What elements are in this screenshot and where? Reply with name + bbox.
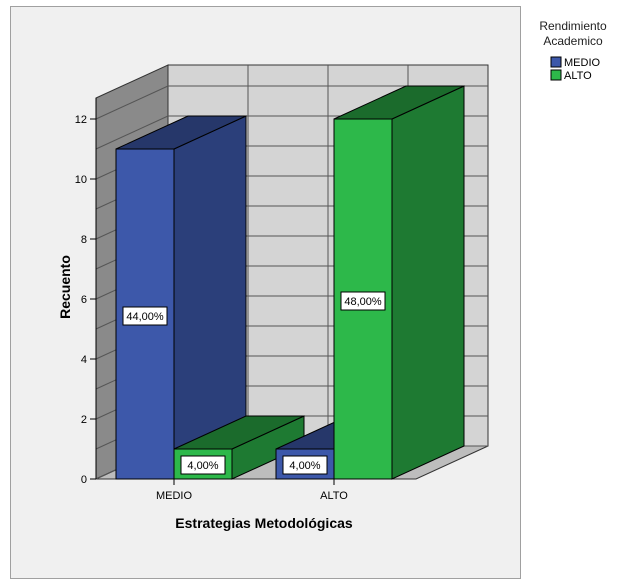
data-label: 4,00% [180, 455, 226, 475]
svg-text:4,00%: 4,00% [289, 460, 320, 472]
x-tick-label: ALTO [320, 490, 348, 502]
y-tick-label: 2 [81, 414, 87, 426]
x-tick-label: MEDIO [156, 490, 193, 502]
legend-item-alto: ALTO [550, 69, 592, 82]
y-tick-label: 4 [81, 354, 87, 366]
data-label: 48,00% [340, 291, 386, 311]
svg-text:48,00%: 48,00% [344, 296, 382, 308]
y-tick-label: 8 [81, 234, 87, 246]
x-axis: MEDIO ALTO [156, 479, 348, 502]
data-label: 4,00% [282, 455, 328, 475]
legend-title-line-2: Academico [543, 34, 603, 48]
bar-alto-alto [333, 85, 465, 480]
legend-title-line-1: Rendimiento [539, 19, 607, 33]
svg-text:4,00%: 4,00% [187, 460, 218, 472]
x-axis-label: Estrategias Metodológicas [175, 515, 353, 531]
legend-swatch [550, 56, 562, 68]
y-tick-label: 10 [75, 174, 87, 186]
y-tick-label: 6 [81, 294, 87, 306]
legend-swatch [550, 69, 562, 81]
data-label: 44,00% [122, 306, 168, 326]
legend-item-medio: MEDIO [550, 56, 601, 69]
y-tick-label: 0 [81, 474, 87, 486]
svg-text:44,00%: 44,00% [126, 311, 164, 323]
legend-label: ALTO [564, 70, 592, 82]
y-axis-label: Recuento [57, 255, 73, 319]
gridline-side [95, 85, 169, 120]
y-axis: 0 2 4 6 8 10 12 [75, 98, 97, 486]
bar-labels: 44,00% 4,00% 4,00% 48,00% [122, 291, 386, 475]
y-tick-label: 12 [75, 114, 87, 126]
legend-label: MEDIO [564, 57, 601, 69]
gridline-side [95, 115, 169, 150]
